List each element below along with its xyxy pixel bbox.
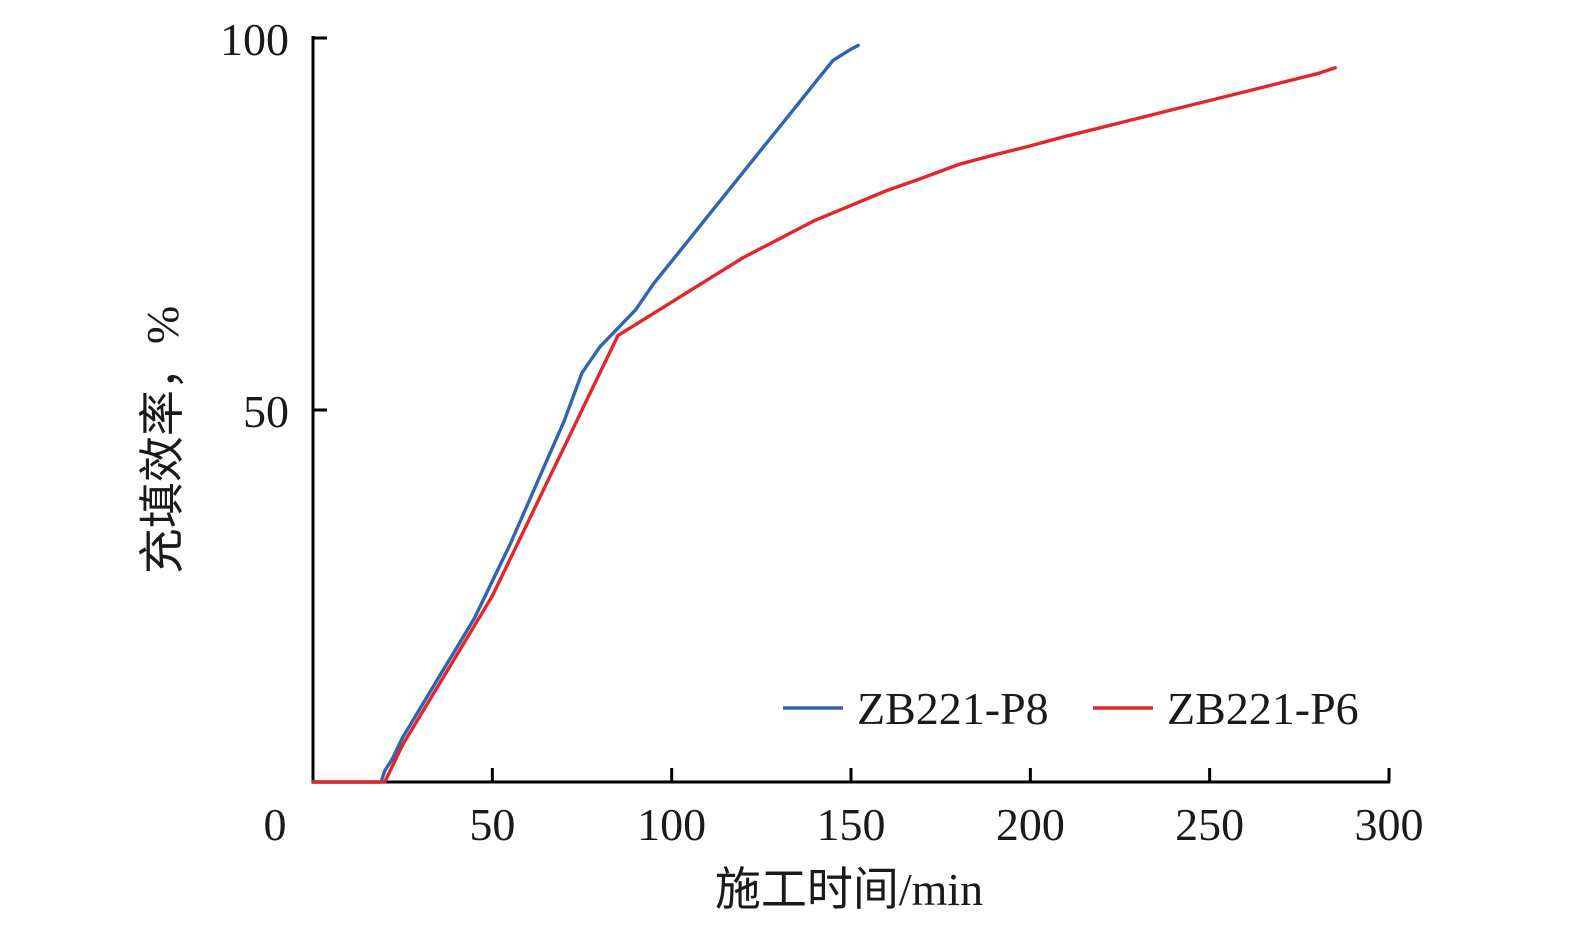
legend-label: ZB221-P6 — [1167, 683, 1359, 734]
y-tick-label: 50 — [243, 386, 289, 437]
y-tick-label: 100 — [220, 14, 289, 65]
x-tick-label: 250 — [1175, 799, 1244, 850]
series-line-zb221-p8 — [311, 43, 860, 784]
series-group — [311, 43, 1337, 784]
y-axis-title: 充填效率，% — [137, 306, 188, 574]
x-tick-label: 50 — [469, 799, 515, 850]
x-axis-title: 施工时间/min — [715, 864, 983, 915]
series-line-zb221-p6 — [311, 66, 1337, 784]
axes — [311, 36, 1390, 784]
legend-label: ZB221-P8 — [857, 683, 1049, 734]
x-tick-label: 150 — [817, 799, 886, 850]
axis-ticks: 0 50 100 150 200 250 300 50 100 — [220, 14, 1424, 850]
x-tick-label: 100 — [637, 799, 706, 850]
x-tick-label: 300 — [1355, 799, 1424, 850]
x-tick-label: 0 — [264, 799, 287, 850]
x-tick-label: 200 — [996, 799, 1065, 850]
legend: ZB221-P8 ZB221-P6 — [783, 683, 1359, 734]
